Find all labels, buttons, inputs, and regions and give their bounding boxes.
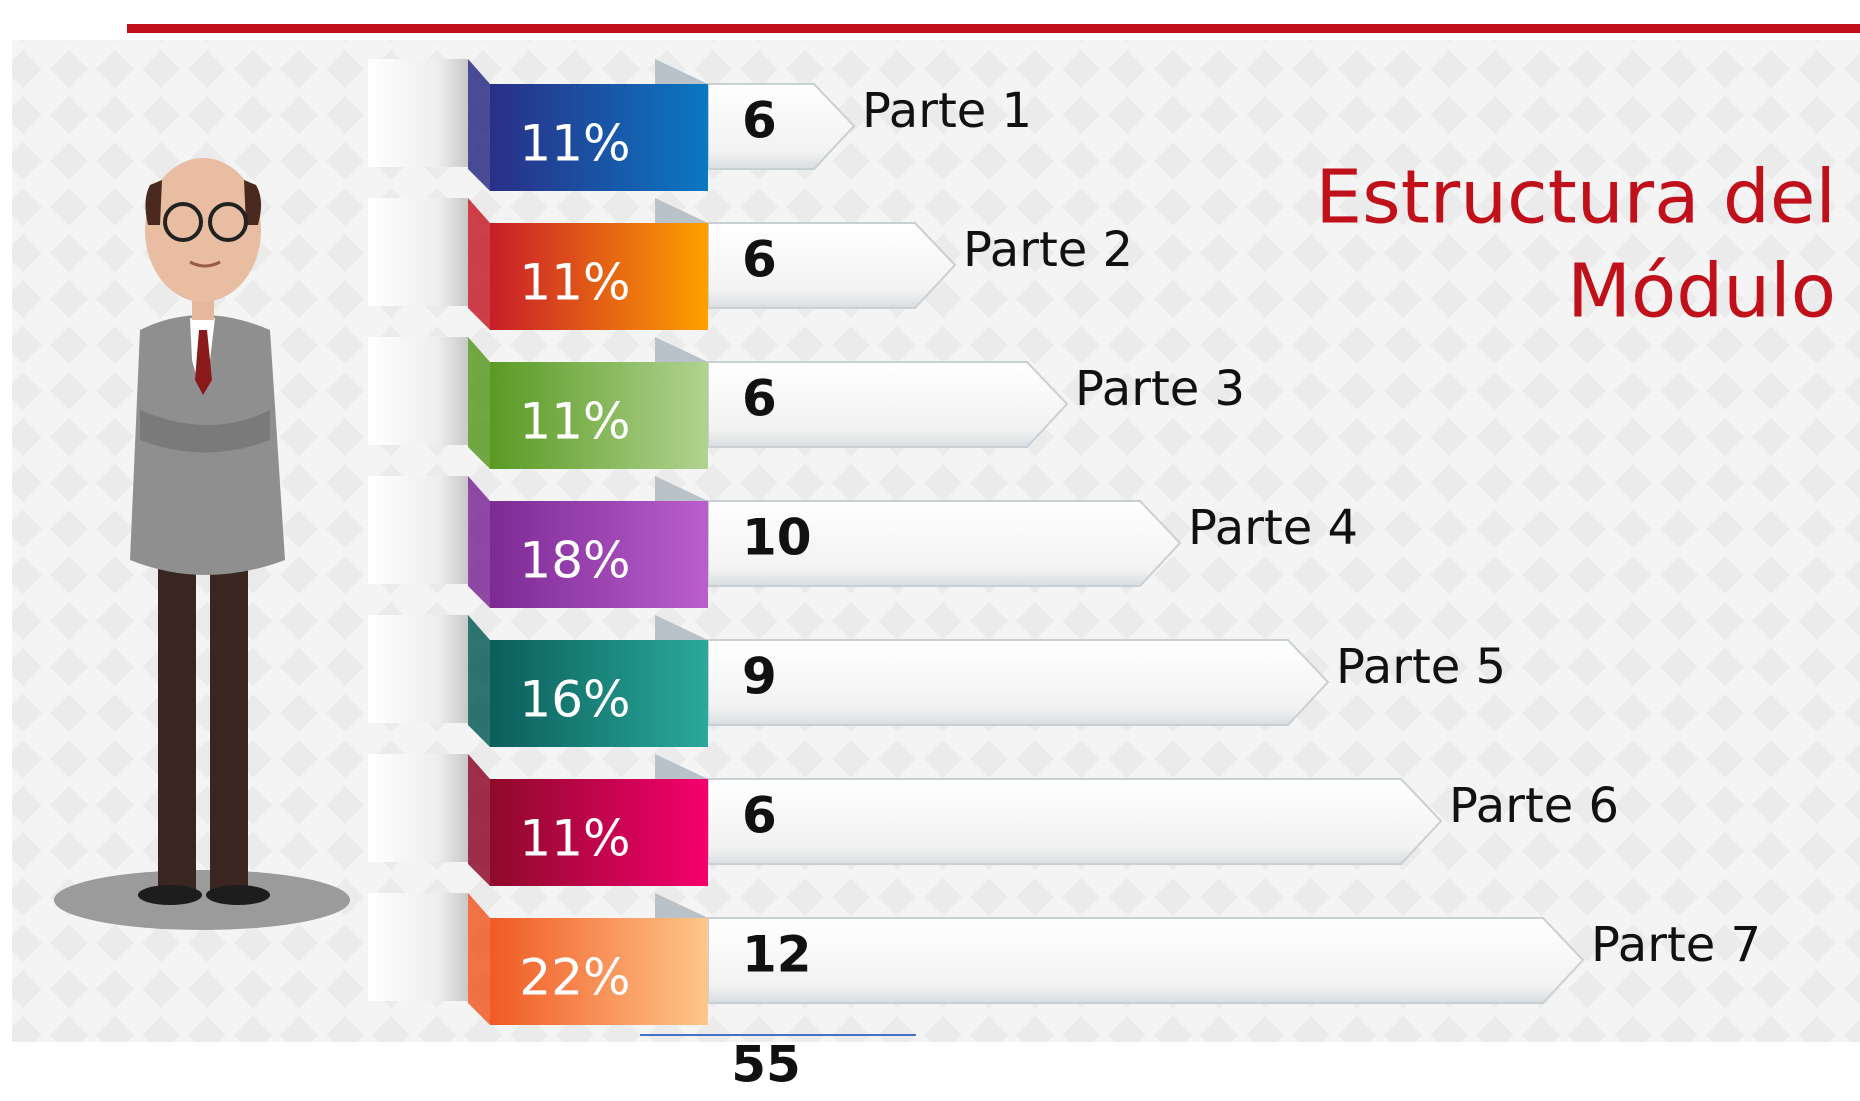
fold-back bbox=[368, 198, 468, 306]
count: 6 bbox=[742, 370, 777, 428]
percent-label: 18% bbox=[519, 532, 630, 590]
percent-label: 16% bbox=[519, 671, 630, 729]
part-label: Parte 2 bbox=[963, 222, 1133, 278]
count: 6 bbox=[742, 92, 777, 150]
percent-label: 11% bbox=[519, 115, 630, 173]
part-label: Parte 1 bbox=[862, 83, 1032, 139]
count: 6 bbox=[742, 231, 777, 289]
title-line: Módulo bbox=[1567, 249, 1836, 335]
count: 9 bbox=[742, 648, 777, 706]
percent-label: 22% bbox=[519, 949, 630, 1007]
fold-back bbox=[368, 476, 468, 584]
fold-back bbox=[368, 754, 468, 862]
fold-back bbox=[368, 615, 468, 723]
slide: Estructura del Módulo 11% 6 Parte 1 11% 6 Par… bbox=[0, 0, 1860, 1097]
title-line: Estructura del bbox=[1315, 155, 1836, 241]
total: 55 bbox=[731, 1036, 801, 1094]
count: 12 bbox=[742, 926, 812, 984]
arrow bbox=[708, 640, 1328, 725]
percent-label: 11% bbox=[519, 810, 630, 868]
arrow bbox=[708, 918, 1583, 1003]
part-label: Parte 7 bbox=[1591, 917, 1761, 973]
part-label: Parte 5 bbox=[1336, 639, 1506, 695]
count: 6 bbox=[742, 787, 777, 845]
percent-label: 11% bbox=[519, 393, 630, 451]
fold-back bbox=[368, 59, 468, 167]
top-rule bbox=[127, 24, 1860, 33]
part-label: Parte 3 bbox=[1075, 361, 1245, 417]
percent-label: 11% bbox=[519, 254, 630, 312]
fold-back bbox=[368, 337, 468, 445]
count: 10 bbox=[742, 509, 812, 567]
part-label: Parte 6 bbox=[1449, 778, 1619, 834]
fold-back bbox=[368, 893, 468, 1001]
arrow bbox=[708, 779, 1441, 864]
part-label: Parte 4 bbox=[1188, 500, 1358, 556]
